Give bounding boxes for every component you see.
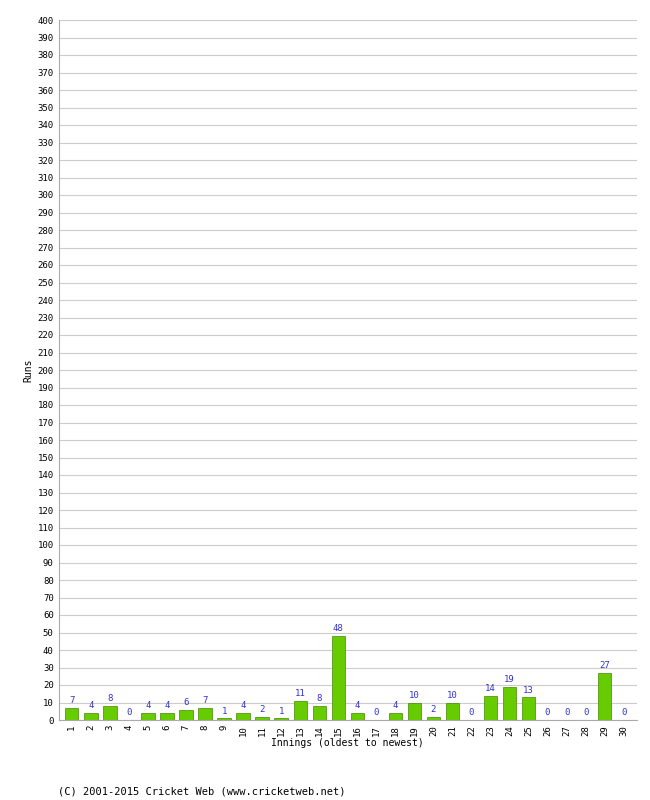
Bar	[446, 702, 459, 720]
Text: 2: 2	[259, 705, 265, 714]
Text: 48: 48	[333, 624, 344, 634]
X-axis label: Innings (oldest to newest): Innings (oldest to newest)	[272, 738, 424, 748]
Text: 0: 0	[374, 708, 379, 718]
Bar	[522, 698, 535, 720]
Text: 4: 4	[355, 702, 360, 710]
Text: 0: 0	[621, 708, 627, 718]
Bar	[350, 713, 364, 720]
Text: 7: 7	[202, 696, 208, 705]
Bar	[141, 713, 155, 720]
Bar	[217, 718, 231, 720]
Text: (C) 2001-2015 Cricket Web (www.cricketweb.net): (C) 2001-2015 Cricket Web (www.cricketwe…	[58, 786, 346, 796]
Text: 6: 6	[183, 698, 188, 707]
Text: 10: 10	[409, 691, 420, 700]
Text: 0: 0	[545, 708, 551, 718]
Bar	[503, 686, 516, 720]
Text: 11: 11	[295, 689, 306, 698]
Text: 0: 0	[126, 708, 131, 718]
Text: 4: 4	[88, 702, 94, 710]
Text: 27: 27	[599, 661, 610, 670]
Text: 1: 1	[222, 706, 227, 716]
Text: 4: 4	[240, 702, 246, 710]
Text: 19: 19	[504, 675, 515, 684]
Text: 1: 1	[278, 706, 284, 716]
Text: 4: 4	[145, 702, 151, 710]
Bar	[65, 708, 79, 720]
Text: 0: 0	[564, 708, 569, 718]
Bar	[84, 713, 98, 720]
Text: 8: 8	[317, 694, 322, 703]
Text: 7: 7	[69, 696, 75, 705]
Bar	[198, 708, 212, 720]
Text: 4: 4	[164, 702, 170, 710]
Bar	[408, 702, 421, 720]
Text: 0: 0	[583, 708, 588, 718]
Text: 0: 0	[469, 708, 474, 718]
Bar	[484, 695, 497, 720]
Bar	[255, 717, 269, 720]
Text: 8: 8	[107, 694, 112, 703]
Text: 13: 13	[523, 686, 534, 694]
Text: 4: 4	[393, 702, 398, 710]
Bar	[294, 701, 307, 720]
Bar	[161, 713, 174, 720]
Bar	[103, 706, 116, 720]
Bar	[313, 706, 326, 720]
Bar	[237, 713, 250, 720]
Bar	[389, 713, 402, 720]
Bar	[332, 636, 345, 720]
Text: 2: 2	[431, 705, 436, 714]
Bar	[598, 673, 611, 720]
Bar	[426, 717, 440, 720]
Text: 10: 10	[447, 691, 458, 700]
Bar	[274, 718, 288, 720]
Y-axis label: Runs: Runs	[23, 358, 33, 382]
Text: 14: 14	[485, 684, 496, 693]
Bar	[179, 710, 192, 720]
